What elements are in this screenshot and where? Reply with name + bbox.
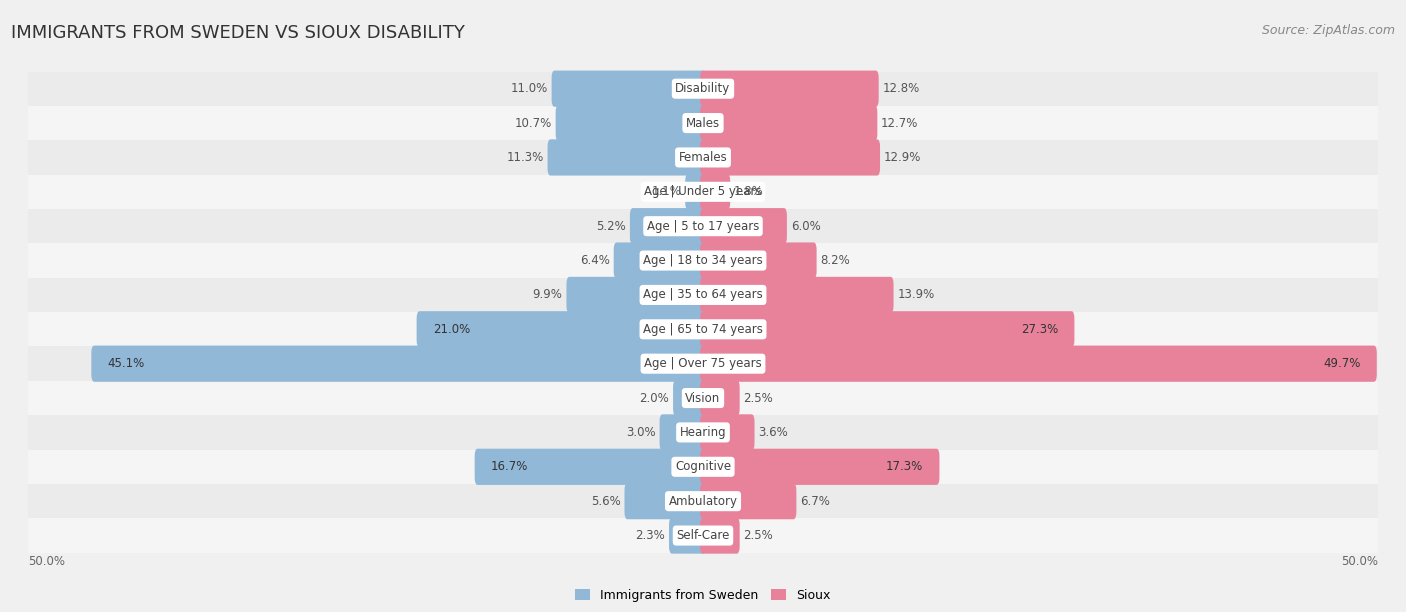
FancyBboxPatch shape <box>613 242 706 278</box>
FancyBboxPatch shape <box>685 174 706 210</box>
Text: 13.9%: 13.9% <box>897 288 935 302</box>
Bar <box>28 174 1378 209</box>
FancyBboxPatch shape <box>700 277 894 313</box>
Text: 3.0%: 3.0% <box>626 426 655 439</box>
Text: Age | 5 to 17 years: Age | 5 to 17 years <box>647 220 759 233</box>
FancyBboxPatch shape <box>700 311 1074 348</box>
Text: 45.1%: 45.1% <box>108 357 145 370</box>
Text: 11.3%: 11.3% <box>506 151 544 164</box>
Text: 2.3%: 2.3% <box>636 529 665 542</box>
Text: 2.5%: 2.5% <box>744 392 773 405</box>
Text: Ambulatory: Ambulatory <box>668 494 738 508</box>
Text: 50.0%: 50.0% <box>1341 555 1378 568</box>
Text: Vision: Vision <box>685 392 721 405</box>
Bar <box>28 244 1378 278</box>
FancyBboxPatch shape <box>624 483 706 520</box>
FancyBboxPatch shape <box>700 449 939 485</box>
FancyBboxPatch shape <box>700 346 1376 382</box>
Bar <box>28 381 1378 415</box>
Text: Age | 35 to 64 years: Age | 35 to 64 years <box>643 288 763 302</box>
Text: 27.3%: 27.3% <box>1021 323 1057 336</box>
Text: 8.2%: 8.2% <box>821 254 851 267</box>
Text: Age | Under 5 years: Age | Under 5 years <box>644 185 762 198</box>
Text: 17.3%: 17.3% <box>886 460 922 473</box>
Text: 12.7%: 12.7% <box>882 116 918 130</box>
Text: 11.0%: 11.0% <box>510 82 548 95</box>
FancyBboxPatch shape <box>700 208 787 244</box>
FancyBboxPatch shape <box>700 105 877 141</box>
Text: Age | 65 to 74 years: Age | 65 to 74 years <box>643 323 763 336</box>
FancyBboxPatch shape <box>669 517 706 554</box>
Text: 16.7%: 16.7% <box>491 460 529 473</box>
Text: 6.7%: 6.7% <box>800 494 830 508</box>
Text: 49.7%: 49.7% <box>1323 357 1361 370</box>
Bar <box>28 312 1378 346</box>
Bar <box>28 72 1378 106</box>
Bar <box>28 278 1378 312</box>
Text: 1.8%: 1.8% <box>734 185 763 198</box>
Text: 9.9%: 9.9% <box>533 288 562 302</box>
FancyBboxPatch shape <box>555 105 706 141</box>
Text: 2.0%: 2.0% <box>640 392 669 405</box>
FancyBboxPatch shape <box>700 140 880 176</box>
FancyBboxPatch shape <box>630 208 706 244</box>
Text: 2.5%: 2.5% <box>744 529 773 542</box>
Bar <box>28 518 1378 553</box>
FancyBboxPatch shape <box>700 380 740 416</box>
Text: Disability: Disability <box>675 82 731 95</box>
Text: 5.2%: 5.2% <box>596 220 626 233</box>
FancyBboxPatch shape <box>567 277 706 313</box>
Bar <box>28 484 1378 518</box>
Text: Age | Over 75 years: Age | Over 75 years <box>644 357 762 370</box>
FancyBboxPatch shape <box>700 517 740 554</box>
Bar <box>28 140 1378 174</box>
Bar <box>28 450 1378 484</box>
Text: 5.6%: 5.6% <box>591 494 620 508</box>
FancyBboxPatch shape <box>700 483 796 520</box>
FancyBboxPatch shape <box>673 380 706 416</box>
Bar <box>28 106 1378 140</box>
Text: IMMIGRANTS FROM SWEDEN VS SIOUX DISABILITY: IMMIGRANTS FROM SWEDEN VS SIOUX DISABILI… <box>11 24 465 42</box>
Text: 21.0%: 21.0% <box>433 323 470 336</box>
FancyBboxPatch shape <box>659 414 706 450</box>
Text: 50.0%: 50.0% <box>28 555 65 568</box>
FancyBboxPatch shape <box>700 70 879 107</box>
Text: Source: ZipAtlas.com: Source: ZipAtlas.com <box>1261 24 1395 37</box>
FancyBboxPatch shape <box>700 174 730 210</box>
Text: 10.7%: 10.7% <box>515 116 551 130</box>
FancyBboxPatch shape <box>700 242 817 278</box>
FancyBboxPatch shape <box>475 449 706 485</box>
Bar <box>28 209 1378 244</box>
FancyBboxPatch shape <box>416 311 706 348</box>
Text: 1.1%: 1.1% <box>651 185 682 198</box>
FancyBboxPatch shape <box>547 140 706 176</box>
FancyBboxPatch shape <box>700 414 755 450</box>
Text: Age | 18 to 34 years: Age | 18 to 34 years <box>643 254 763 267</box>
Text: Cognitive: Cognitive <box>675 460 731 473</box>
Text: Males: Males <box>686 116 720 130</box>
Text: Females: Females <box>679 151 727 164</box>
Bar <box>28 415 1378 450</box>
Bar <box>28 346 1378 381</box>
Text: 6.0%: 6.0% <box>790 220 821 233</box>
FancyBboxPatch shape <box>91 346 706 382</box>
Text: Self-Care: Self-Care <box>676 529 730 542</box>
FancyBboxPatch shape <box>551 70 706 107</box>
Text: 6.4%: 6.4% <box>581 254 610 267</box>
Legend: Immigrants from Sweden, Sioux: Immigrants from Sweden, Sioux <box>575 589 831 602</box>
Text: 12.8%: 12.8% <box>883 82 920 95</box>
Text: Hearing: Hearing <box>679 426 727 439</box>
Text: 12.9%: 12.9% <box>884 151 921 164</box>
Text: 3.6%: 3.6% <box>758 426 789 439</box>
